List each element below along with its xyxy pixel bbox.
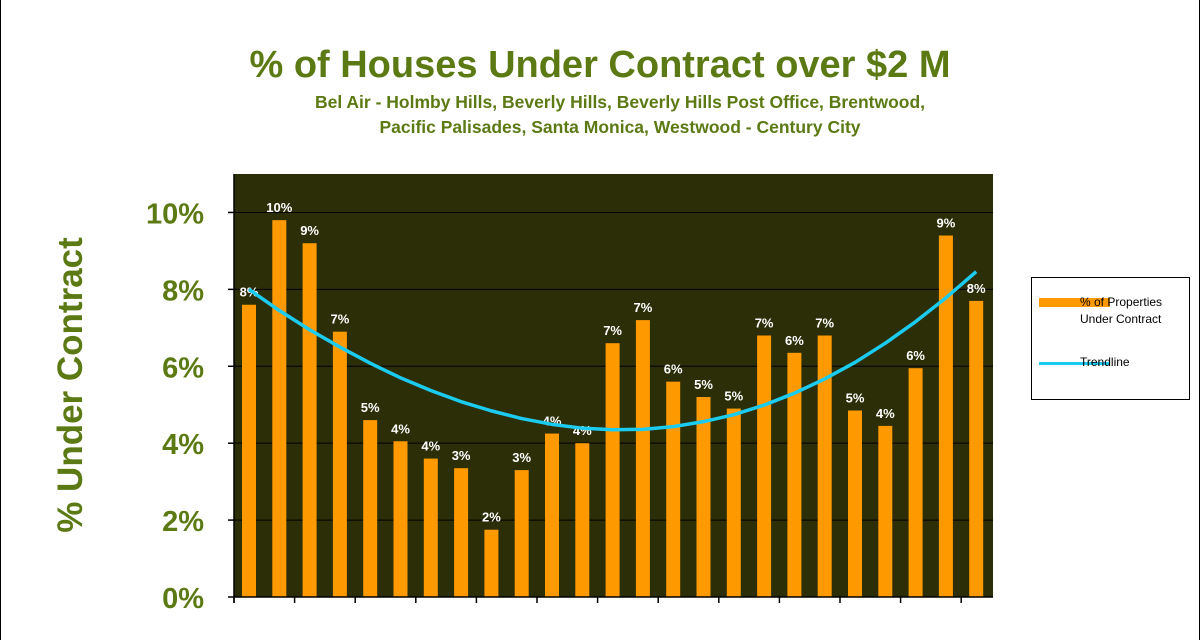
bar (514, 470, 529, 597)
data-label: 7% (634, 300, 653, 315)
bar (605, 343, 620, 597)
bar (938, 235, 953, 597)
data-label: 7% (755, 316, 774, 331)
data-label: 5% (846, 390, 865, 405)
bar (454, 468, 469, 597)
data-label: 4% (391, 421, 410, 436)
data-label: 3% (452, 448, 471, 463)
data-label: 10% (266, 200, 292, 215)
bar (635, 320, 650, 597)
data-label: 6% (664, 362, 683, 377)
data-label: 5% (694, 377, 713, 392)
bar (272, 220, 287, 598)
bar (302, 243, 317, 597)
bar (787, 352, 802, 597)
bar (696, 397, 711, 597)
bar (332, 331, 347, 597)
bar (969, 300, 984, 597)
chart-subtitle-line-2: Pacific Palisades, Santa Monica, Westwoo… (379, 117, 861, 137)
data-label: 7% (815, 316, 834, 331)
data-label: 9% (937, 216, 956, 231)
legend-swatch-trendline (1039, 362, 1110, 365)
bar (484, 529, 499, 597)
data-label: 5% (361, 400, 380, 415)
y-tick-label: 2% (162, 506, 204, 538)
y-tick-label: 4% (162, 429, 204, 461)
bar (757, 335, 772, 597)
data-label: 4% (876, 406, 895, 421)
legend-swatch-bars (1039, 298, 1110, 307)
data-label: 7% (331, 312, 350, 327)
bar (242, 304, 256, 597)
bar (393, 441, 408, 597)
bar (848, 410, 862, 597)
bar (575, 443, 590, 597)
trendline (247, 270, 978, 432)
data-label: 6% (906, 348, 925, 363)
data-label: 8% (967, 281, 986, 296)
y-tick-label: 0% (162, 583, 204, 615)
data-label: 3% (512, 450, 531, 465)
chart-legend: % of Properties Under Contract Trendline (1031, 277, 1190, 400)
data-label: 2% (482, 510, 501, 525)
y-tick-label: 6% (162, 352, 204, 384)
data-label: 5% (724, 389, 743, 404)
bar (726, 408, 741, 597)
bar (908, 368, 923, 597)
legend-label-bars: % of Properties Under Contract (1080, 295, 1163, 326)
bar (545, 433, 559, 597)
bar (817, 335, 832, 597)
bar (666, 381, 681, 597)
chart-title: % of Houses Under Contract over $2 M (249, 44, 951, 86)
y-tick-label: 8% (162, 275, 204, 307)
data-label: 9% (300, 223, 319, 238)
bar (878, 425, 893, 597)
data-label: 4% (573, 423, 592, 438)
bar (423, 458, 438, 597)
chart-subtitle-line-1: Bel Air - Holmby Hills, Beverly Hills, B… (314, 92, 926, 112)
y-tick-label: 10% (146, 198, 204, 230)
data-label: 6% (785, 333, 804, 348)
bar (363, 420, 378, 597)
data-label: 8% (240, 285, 259, 300)
data-label: 7% (603, 323, 622, 338)
legend-label-trendline: Trendline (1080, 355, 1130, 369)
data-label: 4% (421, 439, 440, 454)
